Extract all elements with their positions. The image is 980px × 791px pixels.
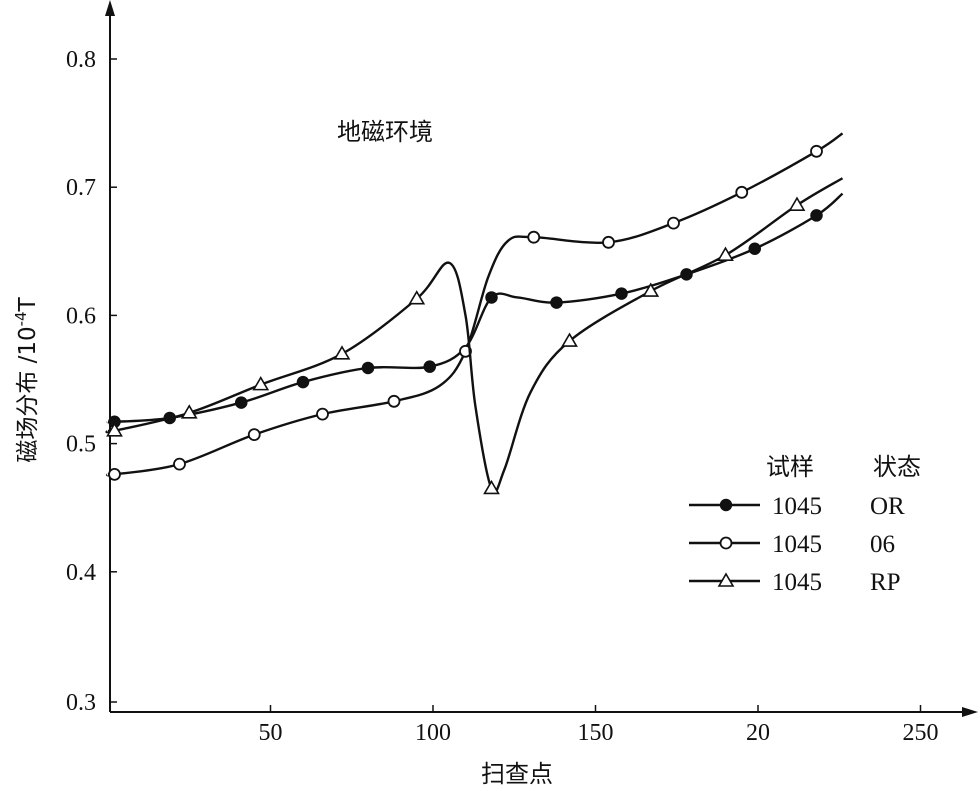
series-line (105, 132, 844, 477)
legend-state: 06 (870, 531, 895, 558)
data-point (316, 407, 329, 421)
series-or (106, 192, 844, 429)
series-06 (105, 132, 844, 481)
y-tick-label: 0.8 (66, 47, 96, 73)
data-point (788, 196, 806, 211)
series-line (106, 192, 844, 424)
legend-item: 1045 OR (689, 493, 905, 520)
y-axis-label: 磁场分布 /10-4T (12, 296, 41, 462)
legend-state: RP (870, 569, 901, 596)
data-point (642, 282, 660, 297)
x-tick-label: 50 (259, 720, 283, 746)
data-point (408, 290, 426, 305)
x-tick-label: 20 (746, 720, 770, 746)
data-point (180, 404, 198, 419)
series-group (105, 132, 844, 495)
legend-marker (719, 536, 733, 550)
data-point (667, 216, 680, 230)
y-tick-label: 0.6 (66, 303, 96, 329)
legend-header-sample: 试样 (766, 453, 814, 481)
data-point (735, 185, 749, 199)
data-point (717, 246, 734, 261)
data-point (459, 344, 472, 358)
data-point (810, 209, 823, 222)
legend: 试样 状态 1045 OR 1045 06 1045 RP (689, 453, 921, 596)
y-tick-label: 0.7 (66, 175, 96, 201)
y-axis-label-unit: T (15, 296, 41, 312)
data-point (106, 422, 123, 437)
legend-sample: 1045 (772, 569, 822, 596)
data-point (235, 396, 248, 409)
legend-sample: 1045 (772, 493, 822, 520)
data-point (423, 360, 436, 373)
y-tick-label: 0.3 (66, 690, 96, 716)
x-tick-label: 100 (415, 720, 451, 746)
y-axis-arrow (105, 0, 115, 16)
data-point (361, 361, 375, 375)
legend-item: 1045 06 (689, 531, 895, 558)
x-axis-label: 扫查点 (481, 760, 553, 788)
data-point (550, 296, 563, 309)
data-point (615, 287, 628, 300)
data-point (247, 428, 261, 442)
legend-sample: 1045 (772, 531, 822, 558)
legend-state: OR (870, 493, 905, 520)
y-tick-label: 0.4 (66, 560, 96, 586)
data-point (602, 235, 615, 249)
axes: 50 100 150 20 250 0.3 0.4 0.5 0.6 0.7 0.8 (66, 0, 978, 746)
series-line (105, 177, 844, 494)
legend-item: 1045 RP (689, 569, 901, 596)
y-axis-label-main: 磁场分布 /10 (15, 326, 41, 462)
legend-header-state: 状态 (873, 453, 921, 481)
data-point (561, 332, 578, 347)
data-point (173, 457, 186, 471)
data-point (108, 467, 121, 481)
data-point (387, 394, 401, 408)
y-axis-label-exponent: -4 (12, 311, 30, 326)
x-tick-label: 250 (903, 720, 939, 746)
x-tick-label: 150 (578, 720, 614, 746)
data-point (296, 375, 310, 389)
legend-marker (717, 572, 735, 587)
series-rp (105, 177, 844, 495)
x-axis-arrow (962, 707, 978, 717)
data-point (810, 144, 823, 158)
legend-marker (719, 498, 733, 512)
data-point (483, 479, 500, 495)
chart-annotation: 地磁环境 (337, 118, 433, 146)
data-point (748, 242, 761, 255)
y-tick-label: 0.5 (66, 432, 96, 458)
data-point (485, 291, 498, 304)
data-point (333, 345, 351, 360)
data-point (527, 230, 541, 244)
data-point (252, 376, 270, 391)
